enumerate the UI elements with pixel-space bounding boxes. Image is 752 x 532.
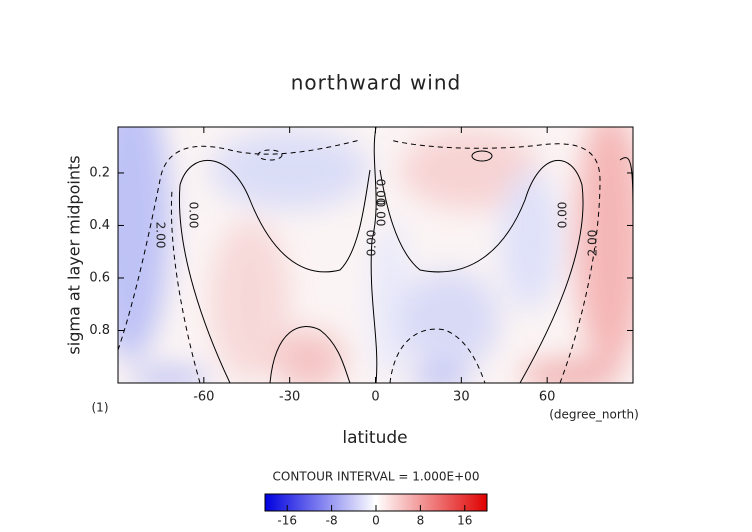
contour-label: 0.00 [556,202,570,229]
contour-interval: CONTOUR INTERVAL = 1.000E+00 [273,470,480,484]
x-tick-label: 0 [371,390,379,405]
x-axis-label: latitude [342,428,407,448]
x-tick-label: 30 [453,390,470,405]
x-tick-label: 60 [539,390,556,405]
colorbar-tick-label: -8 [326,514,338,528]
contour-label: 0.00 [187,202,201,229]
panel-label: (1) [92,401,109,415]
field [118,127,633,383]
contour-label: 0.00 [365,230,379,257]
contour-label: 2.00 [586,230,600,257]
contour-label: 0.00 [374,179,388,206]
y-tick-label: 0.6 [89,270,110,285]
y-tick-label: 0.8 [89,323,110,338]
contour-label: 2.00 [154,222,168,249]
y-tick-label: 0.4 [89,218,110,233]
colorbar-tick-label: 16 [457,514,472,528]
chart-title: northward wind [291,71,461,95]
y-axis-label: sigma at layer midpoints [65,155,84,354]
colorbar-tick-label: -16 [277,514,297,528]
y-tick-label: 0.2 [89,165,110,180]
colorbar-tick-label: 0 [372,514,380,528]
x-tick-label: -60 [193,390,214,405]
colorbar-tick-label: 8 [417,514,425,528]
contour-label: 0.00 [374,200,388,227]
x-tick-label: -30 [279,390,300,405]
x-unit: (degree_north) [549,408,639,422]
